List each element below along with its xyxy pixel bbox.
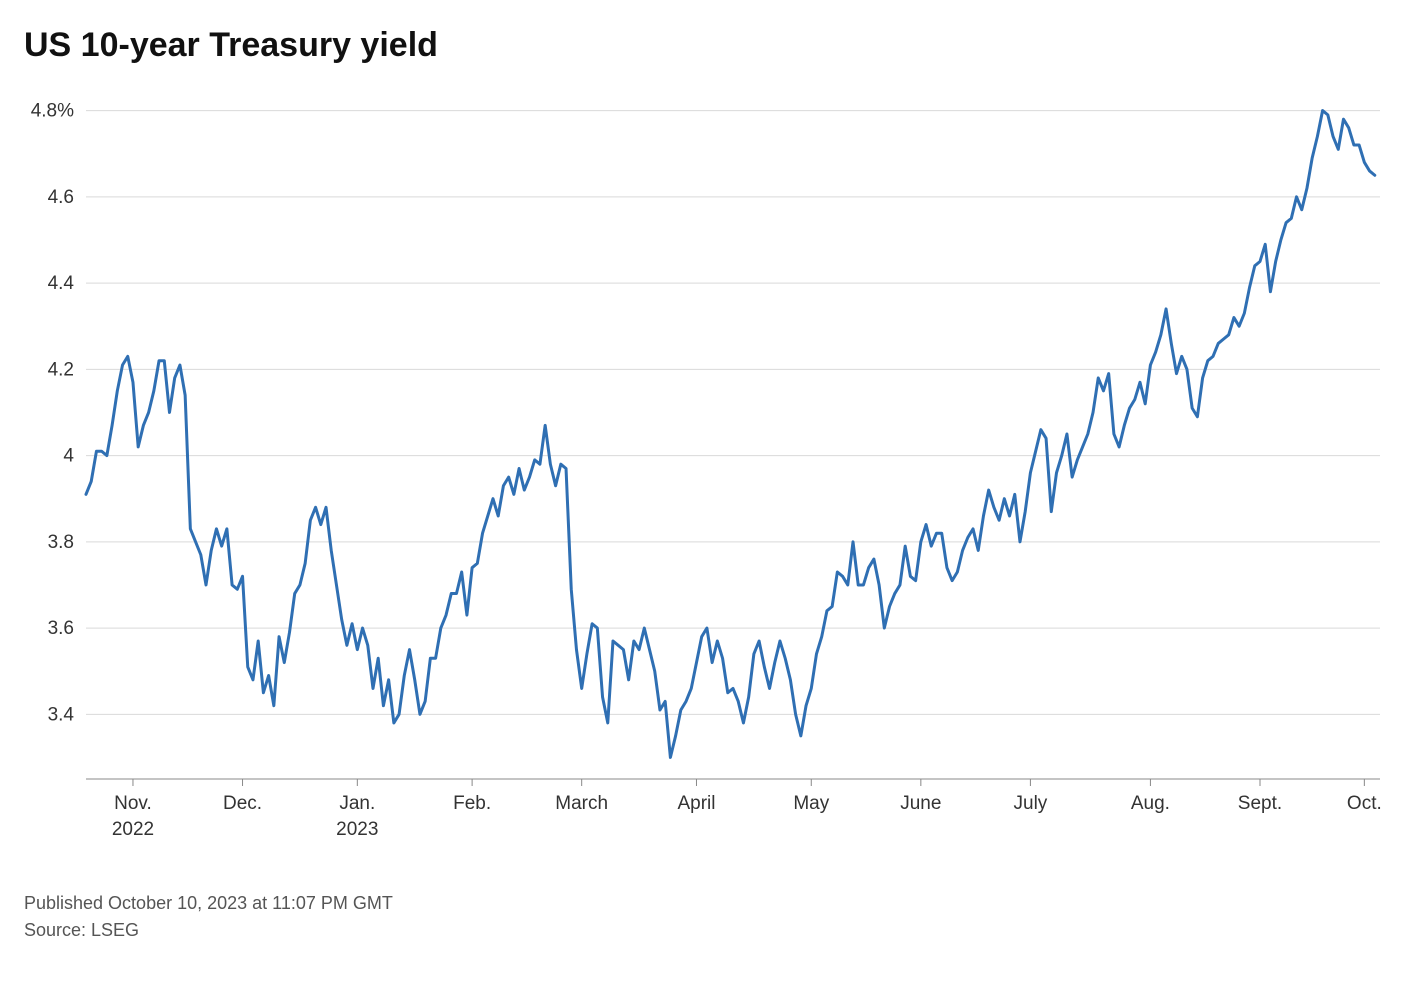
svg-text:4.2: 4.2 bbox=[48, 359, 74, 380]
svg-text:4: 4 bbox=[63, 446, 74, 467]
chart-svg: 3.4 3.6 3.8 4 4.2 4.4 4.6 4.8% Nov. 2022 Dec. Jan. 2… bbox=[20, 79, 1390, 859]
svg-text:June: June bbox=[900, 793, 941, 814]
svg-text:April: April bbox=[677, 793, 715, 814]
svg-text:Oct.: Oct. bbox=[1347, 793, 1382, 814]
svg-text:3.4: 3.4 bbox=[48, 704, 75, 725]
svg-text:3.6: 3.6 bbox=[48, 618, 74, 639]
svg-text:2023: 2023 bbox=[336, 819, 378, 840]
svg-text:Dec.: Dec. bbox=[223, 793, 262, 814]
chart-plot: 3.4 3.6 3.8 4 4.2 4.4 4.6 4.8% Nov. 2022 Dec. Jan. 2… bbox=[20, 79, 1390, 864]
svg-text:4.8%: 4.8% bbox=[31, 101, 74, 122]
svg-text:Sept.: Sept. bbox=[1238, 793, 1282, 814]
svg-text:March: March bbox=[555, 793, 608, 814]
chart-title: US 10-year Treasury yield bbox=[24, 26, 1390, 65]
svg-text:July: July bbox=[1014, 793, 1048, 814]
svg-text:Aug.: Aug. bbox=[1131, 793, 1170, 814]
chart-footer: Published October 10, 2023 at 11:07 PM G… bbox=[24, 890, 1390, 944]
svg-text:4.4: 4.4 bbox=[48, 273, 75, 294]
chart-container: US 10-year Treasury yield 3.4 3.6 3.8 4 4.2 4… bbox=[0, 0, 1420, 1000]
svg-text:4.6: 4.6 bbox=[48, 187, 74, 208]
svg-text:2022: 2022 bbox=[112, 819, 154, 840]
source-text: Source: LSEG bbox=[24, 917, 1390, 944]
published-text: Published October 10, 2023 at 11:07 PM G… bbox=[24, 890, 1390, 917]
svg-text:Feb.: Feb. bbox=[453, 793, 491, 814]
svg-text:Nov.: Nov. bbox=[114, 793, 152, 814]
svg-text:Jan.: Jan. bbox=[339, 793, 375, 814]
svg-text:3.8: 3.8 bbox=[48, 532, 74, 553]
svg-text:May: May bbox=[793, 793, 829, 814]
